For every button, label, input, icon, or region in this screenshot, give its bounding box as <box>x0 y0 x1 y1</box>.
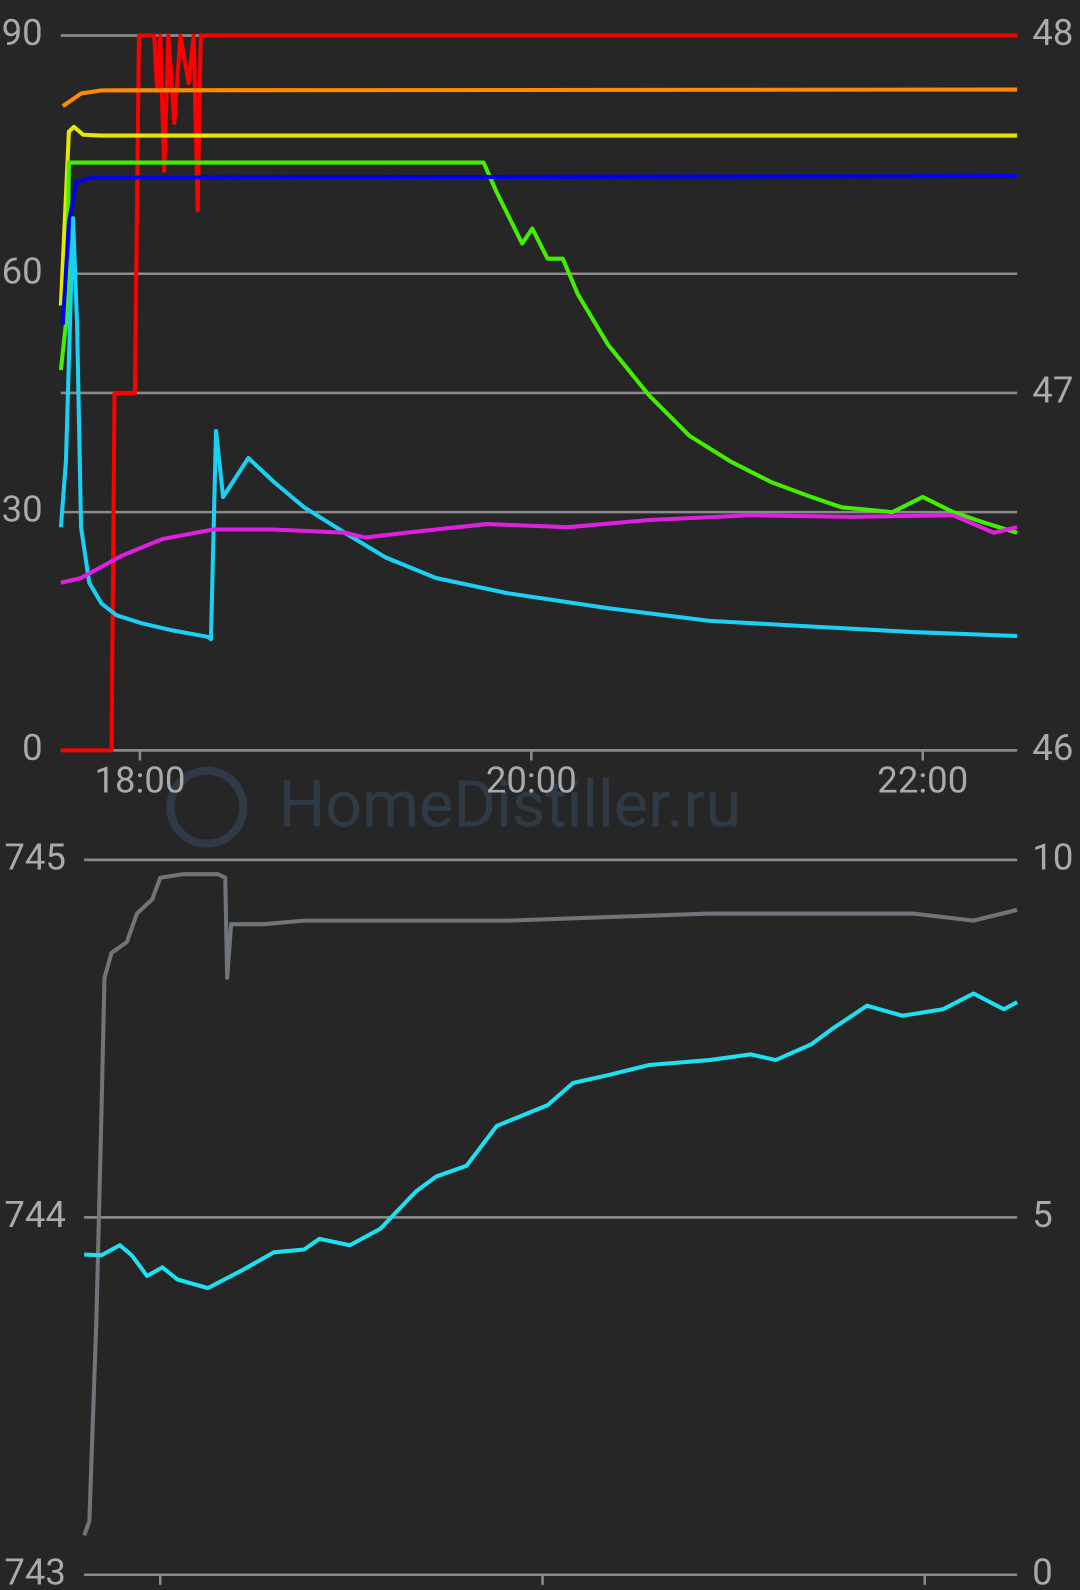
y2-tick-label: 10 <box>1032 836 1073 879</box>
series-line <box>61 87 1018 108</box>
series-line <box>60 174 1018 325</box>
y-tick-label: 743 <box>4 1550 66 1590</box>
watermark-logo <box>166 766 248 848</box>
series-line <box>82 872 1018 1537</box>
watermark-group: HomeDistiller.ru <box>166 766 741 848</box>
series-line <box>58 216 1018 642</box>
x-tick-label: 18:00 <box>94 758 185 801</box>
x-tick-label: 20:00 <box>486 758 577 801</box>
y-tick-label: 30 <box>2 488 43 531</box>
series-line <box>84 991 1019 1291</box>
y-tick-label: 744 <box>4 1193 66 1236</box>
series-line <box>60 513 1018 585</box>
y-tick-label: 0 <box>22 726 43 769</box>
y-tick-label: 745 <box>4 836 66 879</box>
y-tick-label: 60 <box>2 249 43 292</box>
series-line <box>58 124 1018 306</box>
y2-tick-label: 5 <box>1032 1193 1053 1236</box>
series-line <box>60 33 1018 753</box>
y2-tick-label: 48 <box>1032 11 1073 54</box>
watermark: HomeDistiller.ru <box>279 766 741 842</box>
x-tick-label: 22:00 <box>877 758 968 801</box>
y2-tick-label: 46 <box>1032 726 1073 769</box>
y2-tick-label: 0 <box>1032 1550 1053 1590</box>
y2-tick-label: 47 <box>1032 369 1073 412</box>
y-tick-label: 90 <box>2 11 43 54</box>
